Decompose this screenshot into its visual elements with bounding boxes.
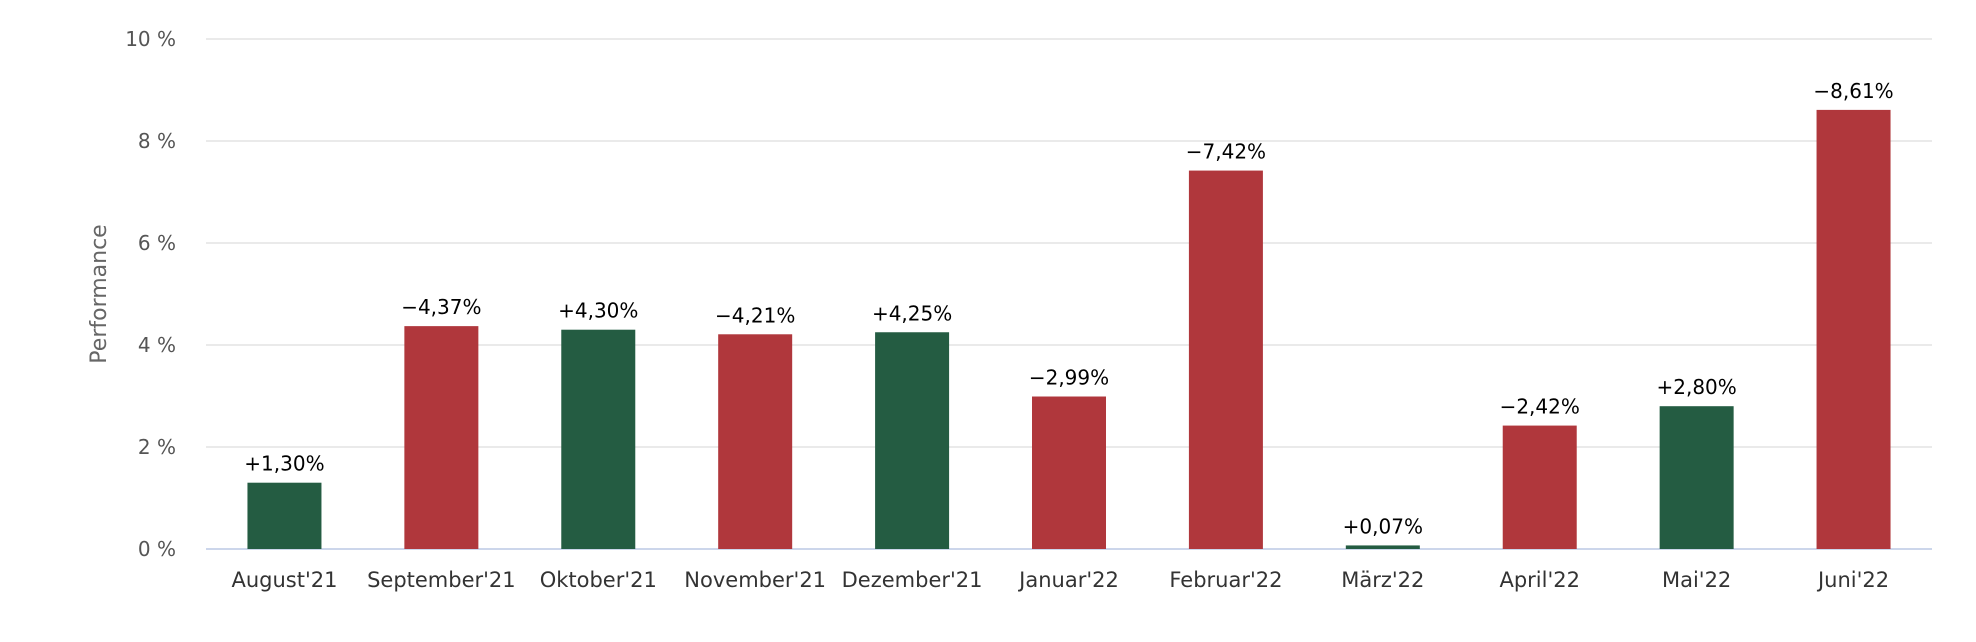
bar[interactable] xyxy=(1659,406,1734,549)
y-tick-label: 0 % xyxy=(138,537,176,561)
x-tick-label: Oktober'21 xyxy=(540,568,657,592)
x-tick-label: August'21 xyxy=(231,568,337,592)
bar[interactable] xyxy=(718,334,793,549)
x-tick-label: Mai'22 xyxy=(1662,568,1731,592)
data-label: +2,80% xyxy=(1656,375,1736,399)
bar[interactable] xyxy=(875,332,950,549)
y-axis-title: Performance xyxy=(87,224,112,363)
data-labels: +1,30% −4,37% +4,30% −4,21% +4,25% −2,99% −7,4… xyxy=(244,79,1893,539)
bar[interactable] xyxy=(1816,109,1891,549)
data-label: +4,30% xyxy=(558,299,638,323)
bar[interactable] xyxy=(1188,170,1263,549)
x-tick-label: Juni'22 xyxy=(1816,568,1889,592)
x-axis-category-labels: August'21 September'21 Oktober'21 November'… xyxy=(231,568,1889,592)
bar[interactable] xyxy=(561,329,636,549)
data-label: −4,37% xyxy=(401,295,481,319)
y-tick-label: 2 % xyxy=(138,435,176,459)
x-tick-label: April'22 xyxy=(1499,568,1580,592)
data-label: −2,99% xyxy=(1029,366,1109,390)
y-axis-tick-labels: 0 % 2 % 4 % 6 % 8 % 10 % xyxy=(125,27,176,561)
data-label: −4,21% xyxy=(715,303,795,327)
y-tick-label: 8 % xyxy=(138,129,176,153)
x-tick-label: Januar'22 xyxy=(1017,568,1119,592)
bar[interactable] xyxy=(1345,545,1420,549)
x-tick-label: September'21 xyxy=(367,568,516,592)
data-label: +0,07% xyxy=(1343,514,1423,538)
data-label: −7,42% xyxy=(1186,140,1266,164)
bar[interactable] xyxy=(247,482,322,549)
bars xyxy=(247,109,1891,549)
x-tick-label: Dezember'21 xyxy=(842,568,983,592)
y-tick-label: 4 % xyxy=(138,333,176,357)
bar[interactable] xyxy=(1032,396,1106,549)
grid-lines xyxy=(206,38,1932,550)
x-tick-label: Februar'22 xyxy=(1169,568,1282,592)
bar[interactable] xyxy=(1502,425,1577,549)
y-tick-label: 6 % xyxy=(138,231,176,255)
bar[interactable] xyxy=(404,326,479,549)
data-label: −8,61% xyxy=(1813,79,1893,103)
data-label: +4,25% xyxy=(872,301,952,325)
x-tick-label: März'22 xyxy=(1341,568,1424,592)
data-label: +1,30% xyxy=(244,452,324,476)
data-label: −2,42% xyxy=(1500,395,1580,419)
x-tick-label: November'21 xyxy=(684,568,826,592)
y-tick-label: 10 % xyxy=(125,27,176,51)
